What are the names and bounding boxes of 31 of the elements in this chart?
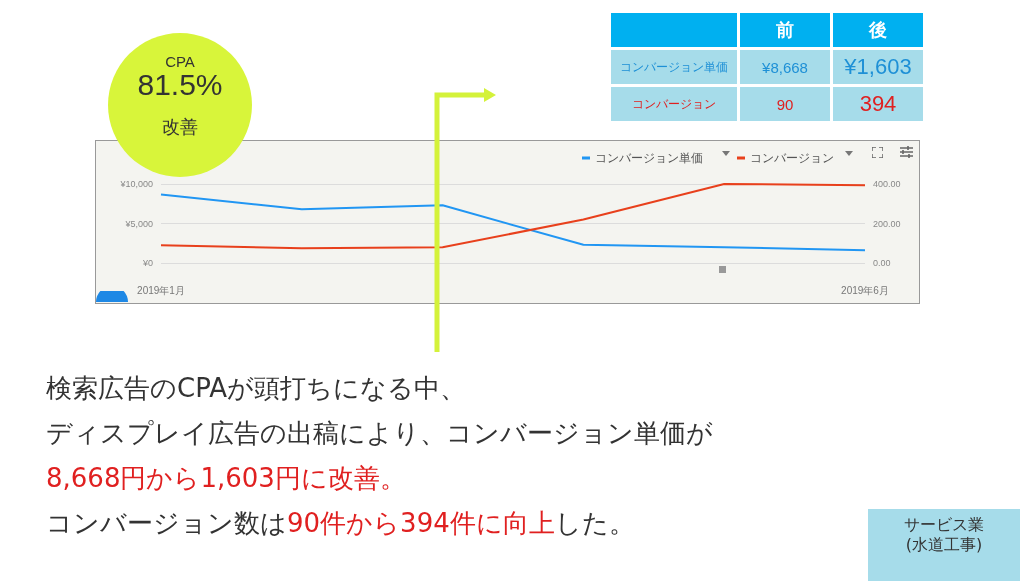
line-series bbox=[160, 193, 866, 252]
x-tick-label: 2019年1月 bbox=[137, 284, 185, 296]
x-tick-label: 2019年6月 bbox=[841, 284, 889, 296]
y2-tick-label: 200.00 bbox=[873, 218, 901, 229]
text: (水道工事) bbox=[905, 535, 983, 554]
text: 前 bbox=[740, 13, 830, 47]
y2-tick-label: 400.00 bbox=[873, 179, 901, 189]
text: コンバージョン bbox=[611, 87, 737, 121]
text: CPA bbox=[164, 53, 196, 70]
y-tick-label: ¥5,000 bbox=[124, 218, 153, 229]
legend-label: コンバージョン単価 bbox=[595, 151, 703, 165]
text: コンバージョン単価 bbox=[611, 50, 737, 84]
legend-label: コンバージョン bbox=[750, 151, 834, 165]
text: 394 bbox=[833, 87, 923, 121]
text: ¥8,668 bbox=[740, 50, 830, 84]
text: した。 bbox=[554, 508, 635, 538]
text: コンバージョン数は bbox=[46, 508, 287, 538]
text: 8,668円から1,603円に改善。 bbox=[46, 463, 406, 493]
text: 検索広告のCPAが頭打ちになる中、 bbox=[46, 373, 466, 403]
text: ¥1,603 bbox=[833, 50, 923, 84]
y-tick-label: ¥0 bbox=[141, 258, 153, 268]
y2-tick-label: 0.00 bbox=[873, 258, 891, 268]
text: サービス業 bbox=[904, 515, 984, 534]
text: 後 bbox=[833, 13, 923, 47]
y-tick-label: ¥10,000 bbox=[119, 179, 153, 189]
text: 81.5% bbox=[136, 68, 224, 102]
text: 90 bbox=[740, 87, 830, 121]
text: ディスプレイ広告の出稿により、コンバージョン単価が bbox=[46, 418, 713, 448]
text: 90件から394件に向上 bbox=[287, 508, 555, 538]
text: 改善 bbox=[161, 116, 199, 140]
line-series bbox=[160, 183, 866, 250]
